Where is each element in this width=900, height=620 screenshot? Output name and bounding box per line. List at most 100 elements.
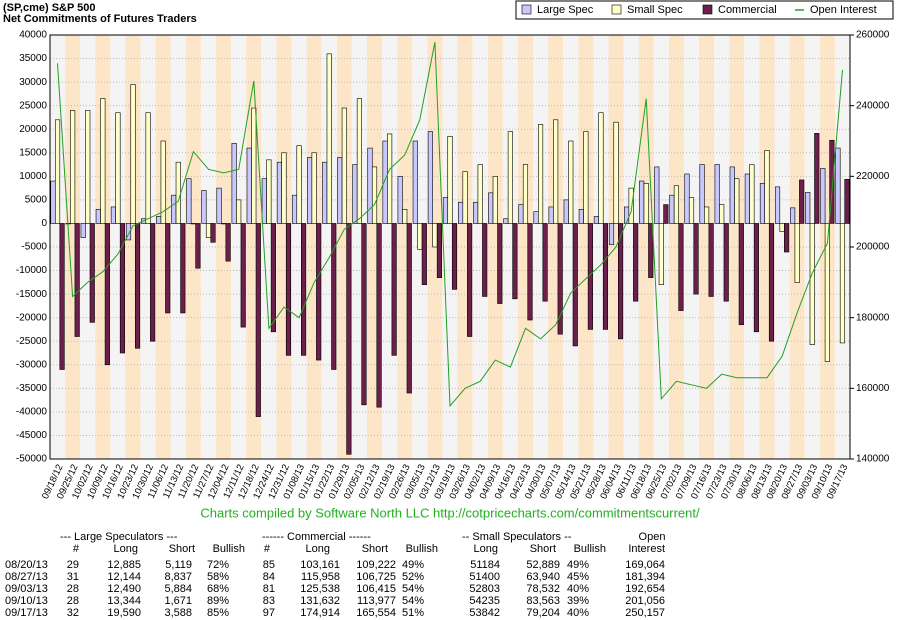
y-tick-label: -15000 [16,289,48,300]
bar [156,216,162,224]
table-cell: 09/17/13 [5,607,48,619]
y-tick-label: 0 [41,218,47,229]
table-cell: 28 [67,595,79,607]
stripe [683,35,700,459]
bar [240,223,246,328]
bar [246,147,252,224]
stripe [623,35,639,459]
credit: Charts compiled by Software North LLC ht… [200,505,700,520]
bar [115,112,121,224]
bar [673,185,679,224]
y2-tick-label: 220000 [856,171,890,182]
bar [195,223,201,269]
table-cell: 09/03/13 [5,583,48,595]
plot-frame [49,34,851,460]
stripe [533,35,549,459]
table-cell: 40% [567,583,589,595]
bar [216,187,222,224]
bar [669,194,675,224]
table-column-header: Short [362,543,388,555]
bar [201,190,207,224]
bar [749,164,755,224]
table-cell: 63,940 [526,571,560,583]
bar [119,223,126,354]
bar [281,152,287,224]
stripe [593,35,609,459]
stripe [487,35,503,459]
table-column-header: Bullish [574,543,606,555]
y2-tick-label: 180000 [856,312,890,323]
bar [799,179,805,224]
bar [171,194,177,224]
bar [492,176,498,224]
bar [462,171,468,224]
table-column-header: Long [306,543,330,555]
legend-label: Large Spec [537,4,594,16]
bar [432,223,438,248]
bar [768,223,775,342]
table-cell: 89% [207,595,229,607]
bar [436,223,442,278]
legend-swatch [521,4,532,15]
bar [205,223,212,238]
y2-tick-label: 140000 [856,454,890,465]
bar [809,223,815,345]
stripe [65,35,81,459]
chart-subtitle: Net Commitments of Futures Traders [3,13,197,25]
bar [175,161,181,224]
open-interest-line [57,42,843,408]
stripe [759,35,775,459]
bar [658,223,664,285]
bar [613,121,619,224]
table-column-header: # [73,543,80,555]
bar [341,107,347,224]
bar [608,223,615,245]
bar [497,223,503,304]
bar [688,197,695,224]
table-cell: 54% [402,583,424,595]
table-group-header: Open [639,531,666,543]
stripe [200,35,217,459]
y2-tick-label: 200000 [856,242,890,253]
table-cell: 39% [567,595,589,607]
y-tick-label: -30000 [16,359,48,370]
table-column-header: Short [530,543,556,555]
table-cell: 5,119 [165,559,192,571]
bar [70,110,76,224]
table-cell: 12,885 [107,559,141,571]
table-cell: 79,204 [526,607,560,619]
bar [367,147,373,224]
legend-swatch [611,4,622,15]
bar [231,143,237,224]
bar [337,157,343,224]
bar [307,157,313,224]
table-cell: 250,157 [625,607,665,619]
table-cell: 49% [567,559,589,571]
stripe [231,35,247,459]
bar [104,223,110,366]
stripe [714,35,730,459]
bar [331,223,337,370]
bar [805,192,811,224]
bar [784,223,790,253]
stripe [578,35,594,459]
bar [322,161,328,224]
table-group-header: -- Small Speculators -- [462,531,572,543]
bar [236,199,242,224]
bar [734,178,740,224]
table-cell: 85 [263,559,275,571]
table-cell: 51184 [470,559,500,571]
table-cell: 109,222 [356,559,396,571]
bar [296,145,302,224]
y-tick-label: -35000 [16,383,48,394]
table-column-header: Short [169,543,195,555]
table-cell: 72% [207,559,229,571]
y2-tick-label: 260000 [856,30,890,41]
table-cell: 1,671 [164,595,192,607]
bar [618,223,624,340]
bar [371,166,378,224]
stripe [140,35,156,459]
bar [186,178,192,224]
table-cell: 40% [567,607,589,619]
bar [54,119,61,224]
